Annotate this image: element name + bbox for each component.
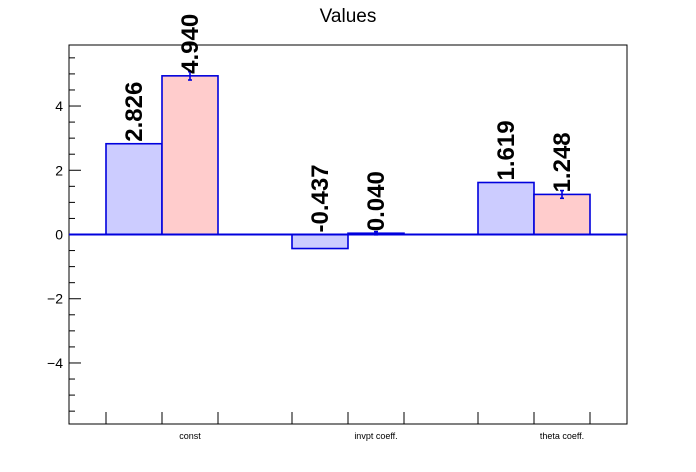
data-label: -0.437 <box>307 164 334 232</box>
y-tick-label: −2 <box>47 291 63 307</box>
data-label: 2.826 <box>121 82 148 142</box>
chart-title: Values <box>319 6 377 27</box>
x-tick-label: const <box>179 431 201 441</box>
data-label: 1.248 <box>549 132 576 192</box>
y-tick-label: 4 <box>55 98 63 114</box>
x-tick-label: theta coeff. <box>540 431 584 441</box>
y-tick-label: 0 <box>55 227 63 243</box>
y-tick-label: 2 <box>55 162 63 178</box>
y-tick-label: −4 <box>47 355 63 371</box>
bar <box>161 75 219 236</box>
data-label: 4.940 <box>177 14 204 74</box>
data-label: 0.040 <box>363 171 390 231</box>
data-label: 1.619 <box>493 120 520 180</box>
bar <box>533 193 591 236</box>
bar <box>477 181 535 236</box>
bar <box>105 142 163 236</box>
x-tick-label: invpt coeff. <box>354 431 397 441</box>
bar <box>291 233 349 250</box>
